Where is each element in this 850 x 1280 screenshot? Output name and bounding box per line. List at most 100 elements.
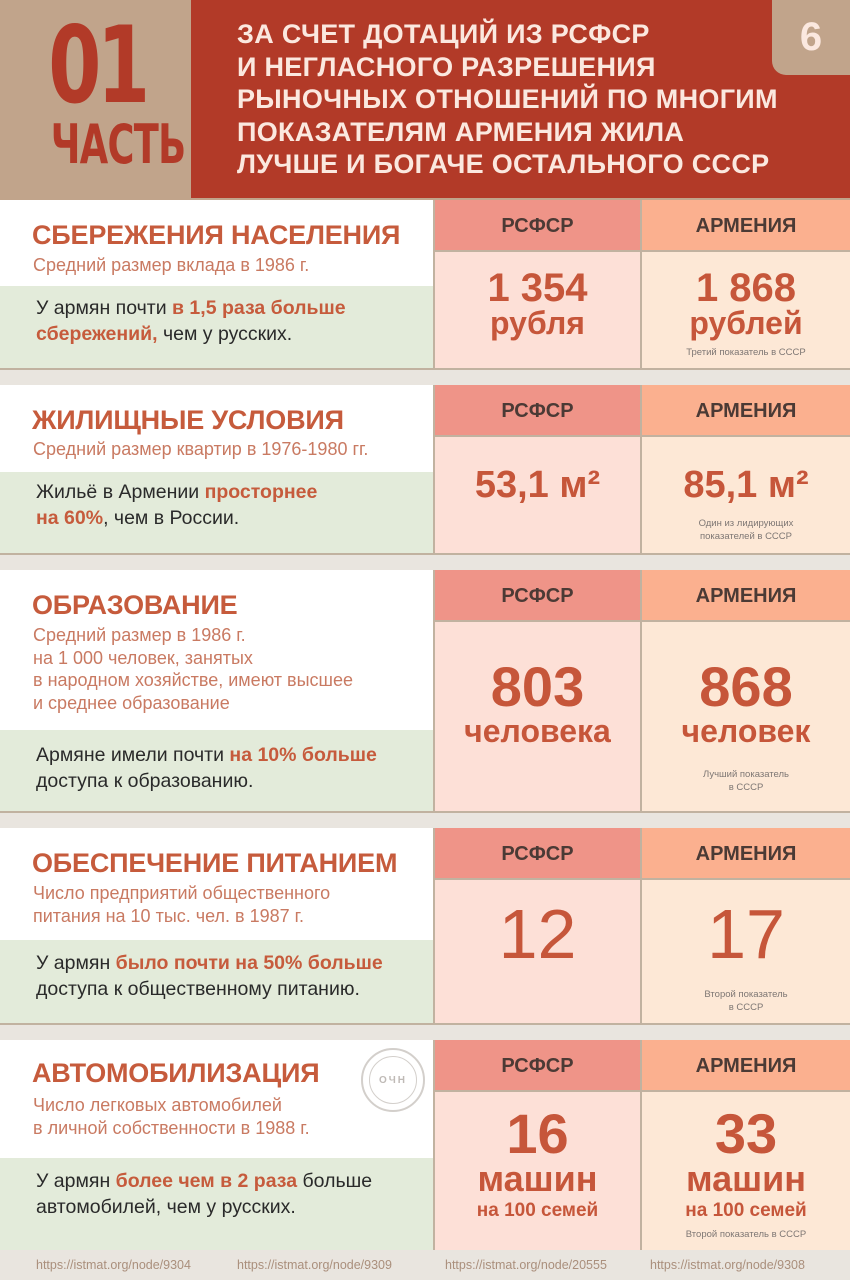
- armenia-column: АРМЕНИЯ 33 машин на 100 семей Второй пок…: [642, 1040, 850, 1250]
- note-highlight: более чем в 2 раза: [115, 1170, 298, 1192]
- section-title: СБЕРЕЖЕНИЯ НАСЕЛЕНИЯ: [32, 220, 401, 250]
- source-link[interactable]: https://istmat.org/node/20555: [445, 1258, 607, 1272]
- armenia-unit: рублей: [689, 305, 803, 341]
- rsfsr-header: РСФСР: [435, 570, 640, 620]
- note-text-plain: доступа к образованию.: [36, 770, 254, 792]
- armenia-column: АРМЕНИЯ 17 Второй показатель в СССР: [642, 828, 850, 1023]
- note-text: У армян более чем в 2 раза больше автомо…: [36, 1168, 372, 1220]
- note-highlight: на 10% больше: [229, 744, 377, 766]
- section-subtitle: Число легковых автомобилей в личной собс…: [33, 1094, 310, 1139]
- armenia-value: 1 868: [695, 266, 797, 310]
- rsfsr-column: РСФСР 1 354 рубля: [435, 200, 640, 368]
- armenia-footnote: Второй показатель в СССР: [642, 988, 850, 1014]
- note-text: У армян почти в 1,5 раза больше сбережен…: [36, 295, 346, 347]
- section-note: Армяне имели почти на 10% больше доступа…: [0, 730, 433, 811]
- title-line: И НЕГЛАСНОГО РАЗРЕШЕНИЯ: [237, 51, 656, 82]
- note-text-plain: У армян: [36, 1170, 116, 1192]
- subtitle-line: Число предприятий общественного: [33, 883, 331, 903]
- section-savings: СБЕРЕЖЕНИЯ НАСЕЛЕНИЯ Средний размер вкла…: [0, 200, 850, 370]
- rsfsr-value: 53,1 м²: [474, 464, 601, 506]
- section-title: ОБРАЗОВАНИЕ: [32, 590, 238, 620]
- armenia-unit: машин: [685, 1158, 807, 1199]
- rsfsr-value-cell: 16 машин на 100 семей: [435, 1092, 640, 1250]
- section-food: ОБЕСПЕЧЕНИЕ ПИТАНИЕМ Число предприятий о…: [0, 828, 850, 1025]
- rsfsr-header: РСФСР: [435, 1040, 640, 1090]
- armenia-header: АРМЕНИЯ: [642, 385, 850, 435]
- rsfsr-header: РСФСР: [435, 385, 640, 435]
- section-note: У армян более чем в 2 раза больше автомо…: [0, 1158, 433, 1250]
- armenia-column: АРМЕНИЯ 868 человек Лучший показатель в …: [642, 570, 850, 811]
- section-note: Жильё в Армении просторнее на 60%, чем в…: [0, 472, 433, 553]
- section-subtitle: Средний размер в 1986 г. на 1 000 челове…: [33, 624, 353, 714]
- note-text-plain: Жильё в Армении: [36, 481, 205, 503]
- source-link[interactable]: https://istmat.org/node/9309: [237, 1258, 392, 1272]
- section-title: ЖИЛИЩНЫЕ УСЛОВИЯ: [32, 405, 344, 435]
- subtitle-line: в личной собственности в 1988 г.: [33, 1117, 310, 1138]
- part-number: 01: [48, 4, 150, 127]
- armenia-column: АРМЕНИЯ 1 868 рублей Третий показатель в…: [642, 200, 850, 368]
- section-info: ОБРАЗОВАНИЕ Средний размер в 1986 г. на …: [0, 570, 433, 811]
- armenia-value-cell: 1 868 рублей Третий показатель в СССР: [642, 252, 850, 368]
- footnote-line: Лучший показатель: [702, 769, 790, 780]
- subtitle-line: и среднее образование: [33, 692, 230, 713]
- rsfsr-unit: рубля: [490, 305, 585, 341]
- stamp-logo-icon: ОЧН: [361, 1048, 425, 1112]
- section-info: ЖИЛИЩНЫЕ УСЛОВИЯ Средний размер квартир …: [0, 385, 433, 553]
- armenia-value: 85,1 м²: [683, 464, 809, 506]
- section-title: АВТОМОБИЛИЗАЦИЯ: [32, 1058, 320, 1088]
- part-label: ЧАСТЬ: [50, 113, 186, 176]
- section-note: У армян почти в 1,5 раза больше сбережен…: [0, 286, 433, 368]
- armenia-footnote: Лучший показатель в СССР: [642, 768, 850, 794]
- armenia-column: АРМЕНИЯ 85,1 м² Один из лидирующих показ…: [642, 385, 850, 553]
- footnote-line: в СССР: [728, 1002, 764, 1013]
- section-subtitle: Число предприятий общественного питания …: [33, 882, 330, 927]
- note-text-plain: больше: [297, 1170, 373, 1192]
- armenia-value-cell: 17 Второй показатель в СССР: [642, 880, 850, 1023]
- rsfsr-value-cell: 12: [435, 880, 640, 1023]
- armenia-value: 868: [699, 655, 793, 718]
- note-text-plain: доступа к общественному питанию.: [36, 978, 360, 1000]
- armenia-header: АРМЕНИЯ: [642, 1040, 850, 1090]
- source-link[interactable]: https://istmat.org/node/9304: [36, 1258, 191, 1272]
- note-text-plain: , чем в России.: [103, 507, 240, 529]
- rsfsr-column: РСФСР 803 человека: [435, 570, 640, 811]
- subtitle-line: Число легковых автомобилей: [33, 1095, 282, 1115]
- rsfsr-unit: машин: [477, 1158, 598, 1199]
- subtitle-line: на 1 000 человек, занятых: [33, 647, 253, 668]
- sources-footer: https://istmat.org/node/9304 https://ist…: [0, 1250, 850, 1280]
- section-housing: ЖИЛИЩНЫЕ УСЛОВИЯ Средний размер квартир …: [0, 385, 850, 555]
- note-text-plain: У армян почти: [36, 297, 173, 319]
- rsfsr-value-cell: 803 человека: [435, 622, 640, 811]
- note-highlight: просторнее: [204, 481, 318, 503]
- title-line: ПОКАЗАТЕЛЯМ АРМЕНИЯ ЖИЛА: [237, 116, 685, 147]
- section-info: АВТОМОБИЛИЗАЦИЯ Число легковых автомобил…: [0, 1040, 433, 1250]
- note-text-plain: У армян: [36, 952, 116, 974]
- rsfsr-header: РСФСР: [435, 828, 640, 878]
- source-link[interactable]: https://istmat.org/node/9308: [650, 1258, 805, 1272]
- footnote-line: в СССР: [728, 782, 764, 793]
- armenia-unit: человек: [681, 713, 811, 749]
- page-number-badge: 6: [772, 0, 850, 75]
- title-banner: ЗА СЧЕТ ДОТАЦИЙ ИЗ РСФСР И НЕГЛАСНОГО РА…: [191, 0, 850, 198]
- rsfsr-column: РСФСР 16 машин на 100 семей: [435, 1040, 640, 1250]
- rsfsr-value-cell: 1 354 рубля: [435, 252, 640, 368]
- armenia-value-cell: 868 человек Лучший показатель в СССР: [642, 622, 850, 811]
- subtitle-line: Средний размер в 1986 г.: [33, 625, 246, 645]
- title-line: РЫНОЧНЫХ ОТНОШЕНИЙ ПО МНОГИМ: [237, 84, 778, 114]
- footnote-line: Один из лидирующих: [698, 518, 794, 529]
- title-line: ЛУЧШЕ И БОГАЧЕ ОСТАЛЬНОГО СССР: [237, 149, 770, 179]
- section-education: ОБРАЗОВАНИЕ Средний размер в 1986 г. на …: [0, 570, 850, 813]
- note-text: Армяне имели почти на 10% больше доступа…: [36, 742, 377, 794]
- armenia-value: 17: [707, 895, 785, 973]
- subtitle-line: в народном хозяйстве, имеют высшее: [33, 670, 354, 690]
- subtitle-line: Средний размер вклада в 1986 г.: [33, 255, 310, 275]
- rsfsr-value: 803: [490, 655, 585, 718]
- armenia-footnote: Третий показатель в СССР: [686, 347, 806, 358]
- section-note: У армян было почти на 50% больше доступа…: [0, 940, 433, 1023]
- note-text-plain: Армяне имели почти: [36, 744, 230, 766]
- section-cars: АВТОМОБИЛИЗАЦИЯ Число легковых автомобил…: [0, 1040, 850, 1250]
- note-text-plain: чем у русских.: [157, 323, 293, 345]
- section-title: ОБЕСПЕЧЕНИЕ ПИТАНИЕМ: [32, 848, 398, 878]
- subtitle-line: Средний размер квартир в 1976-1980 гг.: [33, 439, 369, 459]
- armenia-header: АРМЕНИЯ: [642, 200, 850, 250]
